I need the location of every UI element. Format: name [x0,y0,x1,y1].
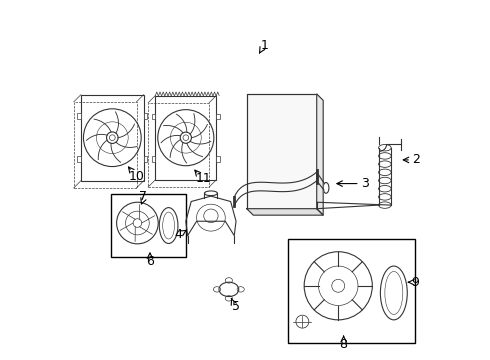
Bar [247,94,317,209]
Bar [144,113,147,119]
Bar [77,156,81,162]
Polygon shape [317,94,323,215]
Bar [152,156,155,162]
Text: 5: 5 [232,300,240,313]
Bar [144,156,147,162]
Text: 7: 7 [139,190,147,203]
Text: 4: 4 [175,228,183,241]
Text: 11: 11 [196,172,211,185]
Polygon shape [247,209,323,215]
Bar [155,95,216,180]
Text: 2: 2 [413,153,420,166]
Text: 6: 6 [146,255,154,268]
Text: 8: 8 [340,338,347,351]
Bar [111,194,186,257]
Text: 1: 1 [261,39,269,52]
Bar [288,239,416,343]
Text: 3: 3 [361,177,369,190]
Bar [216,114,220,120]
Text: 9: 9 [412,276,419,289]
Text: 10: 10 [129,170,145,183]
Bar [216,156,220,162]
Bar [247,94,317,209]
Bar [81,95,144,181]
Bar [152,114,155,120]
Bar [77,113,81,119]
